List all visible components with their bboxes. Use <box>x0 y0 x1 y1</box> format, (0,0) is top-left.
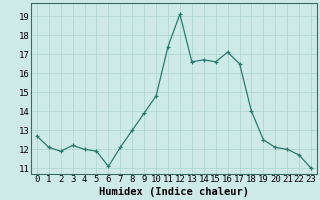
X-axis label: Humidex (Indice chaleur): Humidex (Indice chaleur) <box>99 187 249 197</box>
